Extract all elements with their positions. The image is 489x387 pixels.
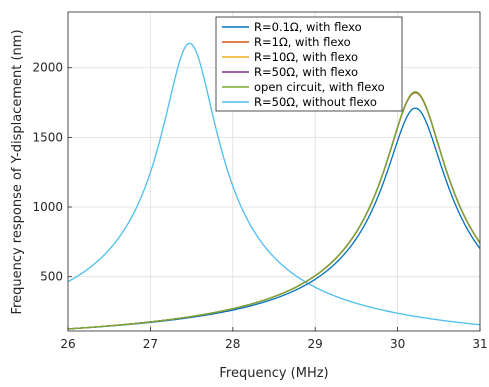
series-line-5: [67, 42, 481, 326]
legend-entry-label: R=1Ω, with flexo: [254, 35, 351, 49]
legend-entry-label: open circuit, with flexo: [254, 80, 385, 94]
x-axis-label: Frequency (MHz): [219, 366, 328, 381]
x-tick-label: 29: [308, 337, 323, 351]
y-tick-label: 2000: [32, 61, 63, 75]
x-tick-label: 26: [60, 337, 75, 351]
legend-entry-label: R=10Ω, with flexo: [254, 50, 358, 64]
legend-entry-label: R=50Ω, with flexo: [254, 65, 358, 79]
legend-entry-label: R=0.1Ω, with flexo: [254, 20, 362, 34]
y-axis-label: Frequency response of Y-displacement (nm…: [10, 29, 25, 314]
axis-ticks: 26 27 28 29 30 31 500 1000 1500 2000: [32, 61, 487, 351]
x-tick-label: 31: [472, 337, 487, 351]
y-tick-label: 1000: [32, 200, 63, 214]
series-line-4: [67, 91, 481, 330]
x-tick-label: 30: [390, 337, 405, 351]
y-tick-label: 1500: [32, 130, 63, 144]
y-tick-label: 500: [40, 270, 63, 284]
plot-frame: [67, 11, 481, 332]
series-lines: [67, 42, 481, 330]
legend-box: [215, 16, 403, 112]
x-tick-label: 27: [143, 337, 158, 351]
x-tick-label: 28: [225, 337, 240, 351]
legend-entry-label: R=50Ω, without flexo: [254, 95, 377, 109]
